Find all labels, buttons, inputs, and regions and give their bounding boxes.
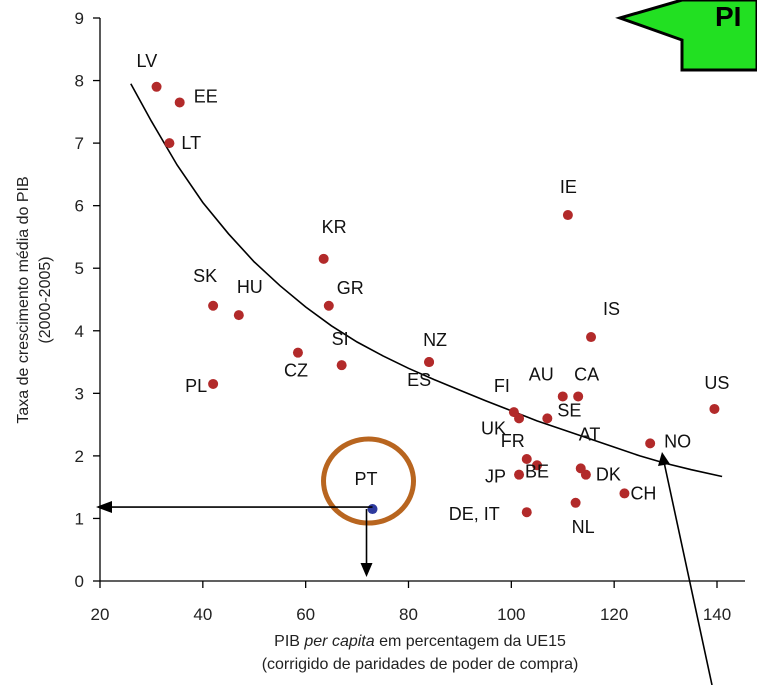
- data-point: [336, 360, 347, 371]
- point-label: IS: [603, 299, 620, 319]
- badge-text: PI: [715, 1, 741, 32]
- x-axis-title-line2: (corrigido de paridades de poder de comp…: [262, 656, 579, 673]
- y-axis-title-line2: (2000-2005): [37, 256, 54, 343]
- point-label: SE: [557, 400, 581, 420]
- pt-vertical-arrow-head: [360, 563, 373, 577]
- data-point: [562, 210, 573, 221]
- data-point: [174, 97, 185, 108]
- point-label: LT: [181, 133, 201, 153]
- point-label: US: [704, 373, 729, 393]
- data-point: [318, 253, 329, 264]
- data-point: [233, 310, 244, 321]
- data-point: [709, 403, 720, 414]
- data-point: [292, 347, 303, 358]
- data-point: [521, 507, 532, 518]
- y-tick-label: 4: [75, 322, 84, 341]
- point-label: NZ: [423, 330, 447, 350]
- point-label: PL: [185, 376, 207, 396]
- data-point: [208, 300, 219, 311]
- x-tick-label: 60: [296, 605, 315, 624]
- point-label: GR: [337, 278, 364, 298]
- data-point: [521, 454, 532, 465]
- y-tick-label: 5: [75, 259, 84, 278]
- point-label: NO: [664, 431, 691, 451]
- point-label: CZ: [284, 361, 308, 381]
- data-point: [586, 332, 597, 343]
- x-tick-label: 20: [91, 605, 110, 624]
- x-tick-label: 140: [703, 605, 731, 624]
- y-tick-label: 9: [75, 9, 84, 28]
- point-label: EE: [194, 86, 218, 106]
- point-label: LV: [137, 51, 158, 71]
- data-point: [151, 81, 162, 92]
- data-point: [164, 138, 175, 149]
- pt-label: PT: [355, 469, 378, 489]
- x-axis-title-italic: per capita: [303, 633, 374, 650]
- data-point: [570, 497, 581, 508]
- point-label: UK: [481, 418, 506, 438]
- data-point: [573, 391, 584, 402]
- x-tick-label: 120: [600, 605, 628, 624]
- data-point: [323, 300, 334, 311]
- point-label: NL: [572, 517, 595, 537]
- point-label: BE: [525, 461, 549, 481]
- point-label: CA: [574, 364, 599, 384]
- point-label: SK: [193, 266, 217, 286]
- x-tick-label: 40: [193, 605, 212, 624]
- pt-data-point: [367, 504, 378, 515]
- point-label: DE, IT: [449, 504, 500, 524]
- data-point: [645, 438, 656, 449]
- data-point: [208, 378, 219, 389]
- point-label: FI: [494, 376, 510, 396]
- point-label: IE: [560, 177, 577, 197]
- data-point: [532, 460, 543, 471]
- point-label: SI: [332, 329, 349, 349]
- highlight-circle: [321, 436, 417, 526]
- annotation-arrow-line: [663, 461, 713, 685]
- x-ticks: 20 40 60 80 100 120 140: [91, 581, 731, 624]
- data-point: [580, 469, 591, 480]
- point-label: ES: [407, 370, 431, 390]
- green-arrow-badge: PI: [615, 0, 757, 72]
- point-label: AU: [529, 364, 554, 384]
- data-point: [619, 488, 630, 499]
- data-point: [557, 391, 568, 402]
- point-label: FR: [501, 431, 525, 451]
- data-point: [542, 413, 553, 424]
- trend-curve: [130, 83, 723, 478]
- y-ticks: 0 1 2 3 4 5 6 7 8 9: [75, 9, 100, 591]
- pt-highlight: PT: [96, 436, 417, 577]
- y-tick-label: 3: [75, 384, 84, 403]
- point-label: AT: [579, 424, 601, 444]
- annotation-arrow-head: [658, 452, 670, 466]
- y-tick-label: 6: [75, 197, 84, 216]
- data-point: [514, 469, 525, 480]
- pt-horizontal-arrow-head: [96, 501, 112, 514]
- point-label: CH: [630, 483, 656, 503]
- left-arrow-icon: [615, 0, 757, 72]
- x-axis-title-part3: em percentagem da UE15: [375, 633, 566, 650]
- y-tick-label: 7: [75, 134, 84, 153]
- x-axis-title-part1: PIB: [274, 633, 304, 650]
- y-tick-label: 8: [75, 72, 84, 91]
- y-tick-label: 1: [75, 509, 84, 528]
- y-axis-title: Taxa de crescimento média do PIB: [15, 176, 32, 423]
- data-points: LV EE LT IE KR SK HU GR IS SI CZ NZ PL AU CA US SE UK FI NO…: [137, 51, 730, 537]
- point-label: KR: [322, 217, 347, 237]
- y-tick-label: 2: [75, 447, 84, 466]
- x-tick-label: 100: [497, 605, 525, 624]
- x-tick-label: 80: [399, 605, 418, 624]
- point-label: HU: [237, 277, 263, 297]
- x-axis-title: PIB per capita em percentagem da UE15: [274, 633, 566, 650]
- data-point: [508, 407, 519, 418]
- y-tick-label: 0: [75, 572, 84, 591]
- data-point: [424, 357, 435, 368]
- point-label: DK: [596, 465, 621, 485]
- point-label: JP: [485, 467, 506, 487]
